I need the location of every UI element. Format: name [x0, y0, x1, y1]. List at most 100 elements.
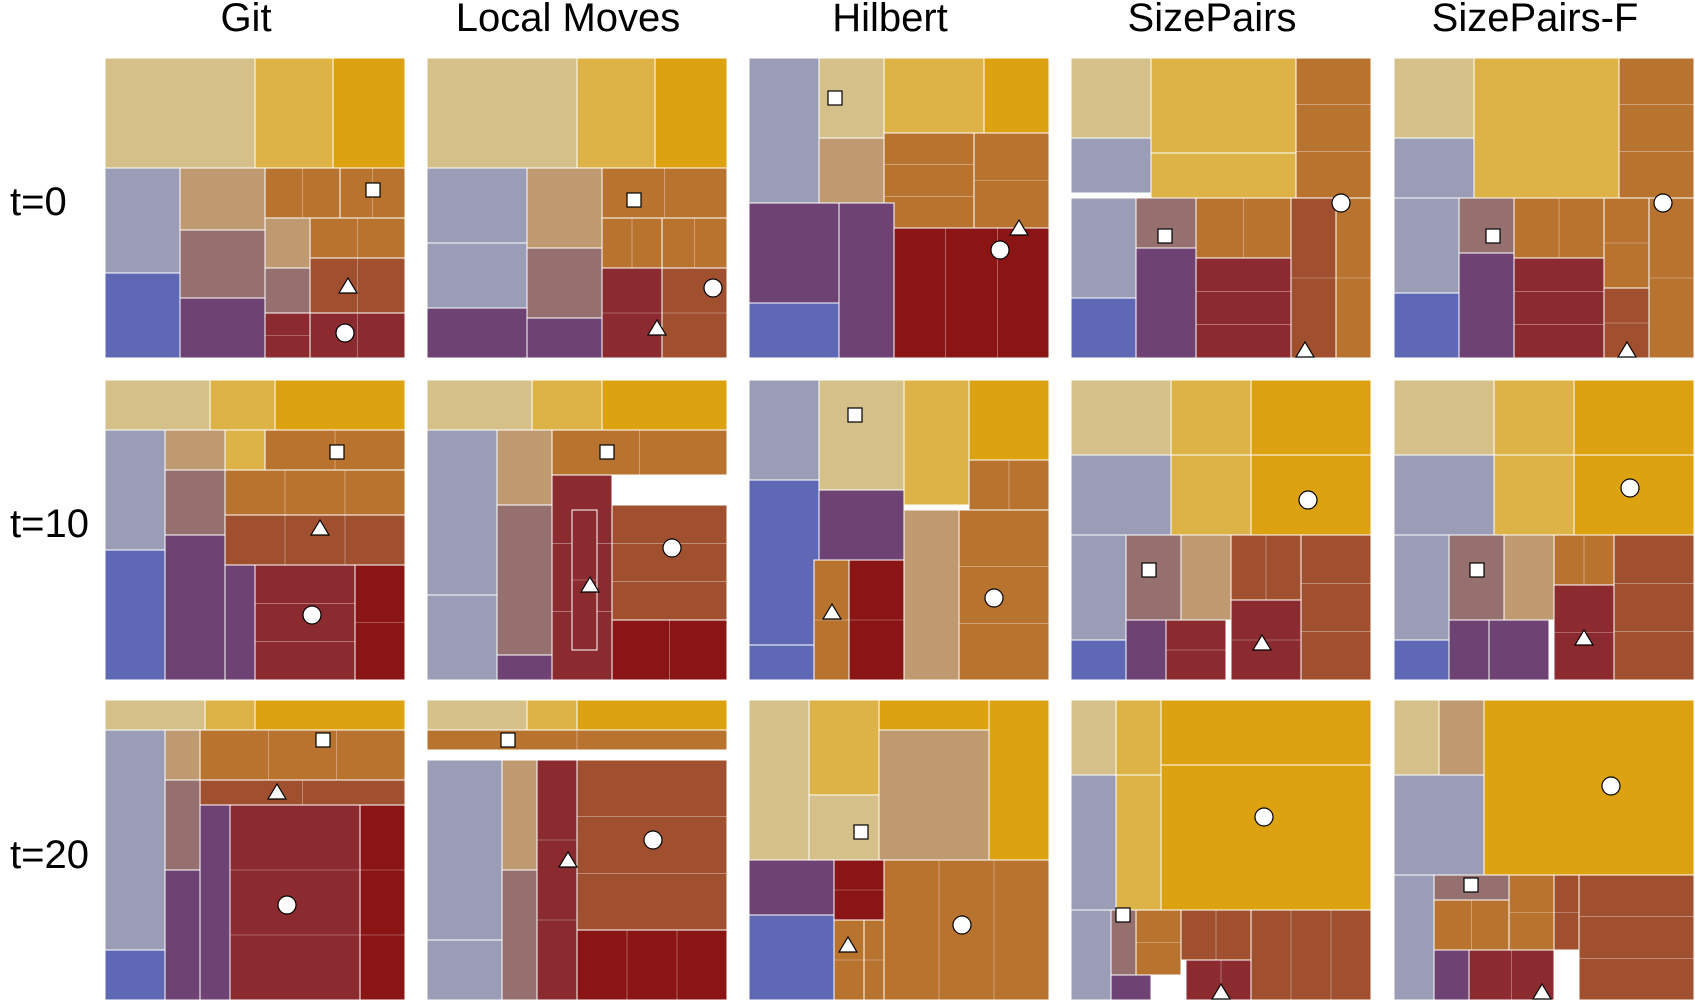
treemap-cell: [105, 272, 181, 358]
square-marker: [1463, 877, 1479, 893]
triangle-marker: [337, 276, 359, 294]
treemap-cell: [1394, 639, 1450, 680]
treemap-cell: [1394, 454, 1495, 536]
treemap-cell: [264, 267, 311, 314]
treemap-cell: [883, 132, 975, 229]
treemap-cell: [526, 167, 603, 249]
treemap-cell: [164, 729, 201, 781]
treemap-cell: [1250, 380, 1371, 456]
treemap-cell: [105, 729, 166, 951]
treemap-cell: [526, 317, 603, 358]
treemap-cell: [1250, 909, 1371, 1000]
treemap-git-t0: [105, 58, 405, 358]
treemap-cell: [1458, 197, 1515, 254]
treemap-cell: [818, 489, 905, 561]
treemap-svg: [749, 380, 1049, 680]
triangle-marker: [1294, 340, 1316, 358]
square-marker: [626, 192, 642, 208]
treemap-cell: [1300, 534, 1371, 680]
treemap-cell: [105, 549, 166, 680]
treemap-cell: [1125, 619, 1167, 680]
square-marker: [365, 182, 381, 198]
square-marker: [500, 732, 516, 748]
treemap-cell: [199, 804, 231, 1000]
treemap-cell: [838, 202, 895, 358]
triangle-marker: [1251, 633, 1273, 651]
treemap-cell: [224, 429, 266, 471]
treemap-cell: [179, 167, 266, 231]
treemap-cell: [749, 700, 810, 861]
treemap-cell: [427, 700, 528, 731]
treemap-cell: [1071, 700, 1117, 776]
treemap-cell: [274, 380, 405, 431]
triangle-marker: [821, 602, 843, 620]
treemap-cell: [105, 380, 211, 431]
column-title-sizepairs: SizePairs: [1127, 0, 1297, 40]
treemap-cell: [878, 700, 990, 731]
treemap-cell: [576, 700, 727, 731]
treemap-cell: [1071, 137, 1152, 194]
treemap-local-moves-t10: [427, 380, 727, 680]
circle-marker: [952, 915, 972, 935]
treemap-cell: [254, 564, 356, 680]
treemap-git-t10: [105, 380, 405, 680]
square-marker: [1469, 562, 1485, 578]
treemap-cell: [749, 380, 820, 481]
treemap-sizepairs-t20: [1071, 700, 1371, 1000]
treemap-cell: [427, 759, 503, 941]
treemap-cell: [501, 869, 538, 1000]
treemap-cell: [526, 247, 603, 319]
triangle-marker: [1573, 628, 1595, 646]
treemap-cell: [749, 58, 820, 204]
treemap-cell: [968, 380, 1049, 461]
treemap-svg: [1071, 700, 1371, 1000]
treemap-cell: [1483, 700, 1694, 876]
treemap-cell: [427, 58, 578, 169]
treemap-cell: [1578, 874, 1694, 1000]
treemap-sizepairs-f-t0: [1394, 58, 1694, 358]
square-marker: [315, 732, 331, 748]
treemap-cell: [1071, 454, 1172, 536]
triangle-marker: [1616, 340, 1638, 358]
square-marker: [1141, 562, 1157, 578]
triangle-marker: [1008, 218, 1030, 236]
treemap-cell: [1071, 534, 1127, 641]
circle-marker: [1620, 478, 1640, 498]
treemap-cell: [1180, 534, 1232, 621]
treemap-svg: [105, 380, 405, 680]
treemap-cell: [1150, 58, 1297, 154]
circle-marker: [335, 323, 355, 343]
circle-marker: [703, 278, 723, 298]
circle-marker: [1601, 776, 1621, 796]
square-marker: [847, 407, 863, 423]
treemap-cell: [179, 297, 266, 358]
treemap-cell: [1115, 700, 1162, 776]
row-label-t10: t=10: [10, 502, 89, 546]
treemap-svg: [749, 58, 1049, 358]
treemap-cell: [1071, 197, 1137, 299]
treemap-svg: [105, 700, 405, 1000]
treemap-cell: [427, 242, 528, 309]
treemap-sizepairs-f-t10: [1394, 380, 1694, 680]
treemap-cell: [359, 804, 405, 1000]
treemap-cell: [332, 58, 405, 169]
triangle-marker: [837, 935, 859, 953]
treemap-cell: [501, 759, 538, 871]
treemap-cell: [1394, 534, 1450, 641]
treemap-svg: [1071, 380, 1371, 680]
treemap-cell: [1394, 197, 1460, 294]
treemap-cell: [1295, 58, 1371, 199]
treemap-svg: [427, 700, 727, 1000]
treemap-cell: [427, 429, 498, 596]
treemap-cell: [1170, 380, 1252, 456]
treemap-sizepairs-t10: [1071, 380, 1371, 680]
treemap-cell: [1071, 909, 1112, 1000]
treemap-cell: [427, 939, 503, 1000]
treemap-cell: [526, 700, 578, 731]
treemap-cell: [749, 479, 820, 651]
treemap-svg: [1394, 700, 1694, 1000]
treemap-hilbert-t0: [749, 58, 1049, 358]
treemap-cell: [1071, 639, 1127, 680]
circle-marker: [990, 240, 1010, 260]
triangle-marker: [1210, 982, 1232, 1000]
